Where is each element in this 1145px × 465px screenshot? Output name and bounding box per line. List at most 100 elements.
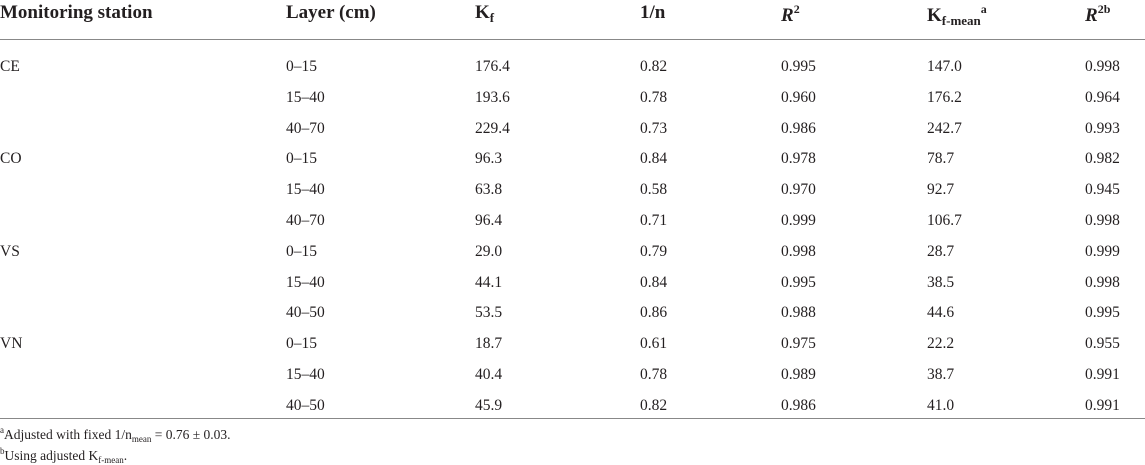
cell-layer: 40–50	[286, 396, 325, 414]
table-row: VN 0–15 18.7 0.61 0.975 22.2 0.955	[0, 335, 1145, 368]
header-kf-mean: Kf-meana	[927, 2, 987, 28]
cell-r-squared-b: 0.995	[1085, 304, 1120, 322]
cell-inverse-n: 0.82	[640, 58, 668, 75]
table-bottom-divider	[0, 418, 1145, 419]
cell-r-squared-b: 0.982	[1085, 150, 1120, 168]
cell-r-squared-b: 0.964	[1085, 88, 1120, 106]
cell-kf: 40.4	[475, 366, 503, 383]
cell-inverse-n: 0.86	[640, 304, 668, 322]
table-row: 15–40 44.1 0.84 0.995 38.5 0.998	[0, 274, 1145, 307]
cell-kf: 53.5	[475, 304, 503, 322]
cell-station: CE	[0, 58, 20, 75]
cell-kf-mean: 38.7	[927, 366, 955, 383]
cell-kf-mean: 44.6	[927, 304, 955, 322]
cell-r-squared: 0.970	[781, 181, 816, 199]
cell-layer: 0–15	[286, 242, 317, 260]
cell-station: VS	[0, 242, 20, 260]
cell-kf-mean: 242.7	[927, 119, 962, 137]
cell-r-squared-b: 0.998	[1085, 212, 1120, 229]
cell-inverse-n: 0.84	[640, 150, 668, 168]
cell-layer: 15–40	[286, 88, 325, 106]
cell-kf: 176.4	[475, 58, 510, 75]
cell-r-squared: 0.998	[781, 242, 816, 260]
cell-r-squared: 0.960	[781, 88, 816, 106]
cell-inverse-n: 0.61	[640, 335, 668, 353]
cell-kf: 96.4	[475, 212, 503, 229]
cell-r-squared-b: 0.955	[1085, 335, 1120, 353]
table-row: CE 0–15 176.4 0.82 0.995 147.0 0.998	[0, 58, 1145, 91]
cell-r-squared-b: 0.945	[1085, 181, 1120, 199]
cell-inverse-n: 0.79	[640, 242, 668, 260]
table-row: CO 0–15 96.3 0.84 0.978 78.7 0.982	[0, 150, 1145, 183]
table-row: 40–70 96.4 0.71 0.999 106.7 0.998	[0, 212, 1145, 245]
cell-station: CO	[0, 150, 22, 168]
cell-kf-mean: 176.2	[927, 88, 962, 106]
header-layer: Layer (cm)	[286, 2, 376, 23]
cell-r-squared: 0.986	[781, 396, 816, 414]
cell-r-squared-b: 0.991	[1085, 396, 1120, 414]
cell-kf-mean: 92.7	[927, 181, 955, 199]
cell-inverse-n: 0.73	[640, 119, 668, 137]
cell-kf: 29.0	[475, 242, 503, 260]
header-inverse-n: 1/n	[640, 2, 666, 23]
cell-layer: 15–40	[286, 273, 325, 291]
cell-inverse-n: 0.78	[640, 88, 668, 106]
table-row: 40–50 53.5 0.86 0.988 44.6 0.995	[0, 304, 1145, 337]
cell-r-squared-b: 0.991	[1085, 366, 1120, 383]
header-r-squared-b: R2b	[1085, 2, 1111, 26]
table-row: 15–40 193.6 0.78 0.960 176.2 0.964	[0, 89, 1145, 122]
cell-r-squared-b: 0.998	[1085, 58, 1120, 75]
header-kf: Kf	[475, 2, 495, 25]
cell-r-squared: 0.995	[781, 58, 816, 75]
cell-inverse-n: 0.58	[640, 181, 668, 199]
table-row: 15–40 40.4 0.78 0.989 38.7 0.991	[0, 366, 1145, 399]
cell-kf: 63.8	[475, 181, 503, 199]
cell-kf: 45.9	[475, 396, 503, 414]
cell-r-squared-b: 0.998	[1085, 273, 1120, 291]
cell-inverse-n: 0.78	[640, 366, 668, 383]
cell-r-squared: 0.989	[781, 366, 816, 383]
cell-kf: 18.7	[475, 335, 503, 353]
cell-kf-mean: 22.2	[927, 335, 955, 353]
cell-kf-mean: 147.0	[927, 58, 962, 75]
cell-kf-mean: 28.7	[927, 242, 955, 260]
cell-kf-mean: 78.7	[927, 150, 955, 168]
cell-kf: 229.4	[475, 119, 510, 137]
cell-r-squared-b: 0.999	[1085, 242, 1120, 260]
table-row: VS 0–15 29.0 0.79 0.998 28.7 0.999	[0, 243, 1145, 276]
table-row: 40–70 229.4 0.73 0.986 242.7 0.993	[0, 120, 1145, 153]
cell-r-squared: 0.995	[781, 273, 816, 291]
cell-layer: 0–15	[286, 335, 317, 353]
cell-layer: 40–70	[286, 212, 325, 229]
cell-r-squared: 0.986	[781, 119, 816, 137]
cell-station: VN	[0, 335, 23, 353]
table-row: 40–50 45.9 0.82 0.986 41.0 0.991	[0, 397, 1145, 430]
cell-inverse-n: 0.84	[640, 273, 668, 291]
cell-r-squared-b: 0.993	[1085, 119, 1120, 137]
cell-kf-mean: 41.0	[927, 396, 955, 414]
cell-layer: 15–40	[286, 181, 325, 199]
cell-inverse-n: 0.71	[640, 212, 668, 229]
table-row: 15–40 63.8 0.58 0.970 92.7 0.945	[0, 181, 1145, 214]
footnote-b: bUsing adjusted Kf-mean.	[0, 446, 128, 465]
cell-kf-mean: 38.5	[927, 273, 955, 291]
cell-r-squared: 0.975	[781, 335, 816, 353]
cell-kf-mean: 106.7	[927, 212, 962, 229]
cell-layer: 0–15	[286, 58, 317, 75]
cell-layer: 40–70	[286, 119, 325, 137]
header-r-squared: R2	[781, 2, 800, 26]
cell-r-squared: 0.988	[781, 304, 816, 322]
cell-layer: 0–15	[286, 150, 317, 168]
cell-layer: 15–40	[286, 366, 325, 383]
cell-inverse-n: 0.82	[640, 396, 668, 414]
header-divider	[0, 39, 1145, 40]
cell-kf: 96.3	[475, 150, 503, 168]
table-header-row: Monitoring station Layer (cm) Kf 1/n R2 …	[0, 0, 1145, 30]
cell-kf: 193.6	[475, 88, 510, 106]
cell-kf: 44.1	[475, 273, 503, 291]
footnote-a: aAdjusted with fixed 1/nmean = 0.76 ± 0.…	[0, 425, 231, 444]
cell-r-squared: 0.999	[781, 212, 816, 229]
header-monitoring-station: Monitoring station	[0, 2, 153, 23]
cell-layer: 40–50	[286, 304, 325, 322]
cell-r-squared: 0.978	[781, 150, 816, 168]
